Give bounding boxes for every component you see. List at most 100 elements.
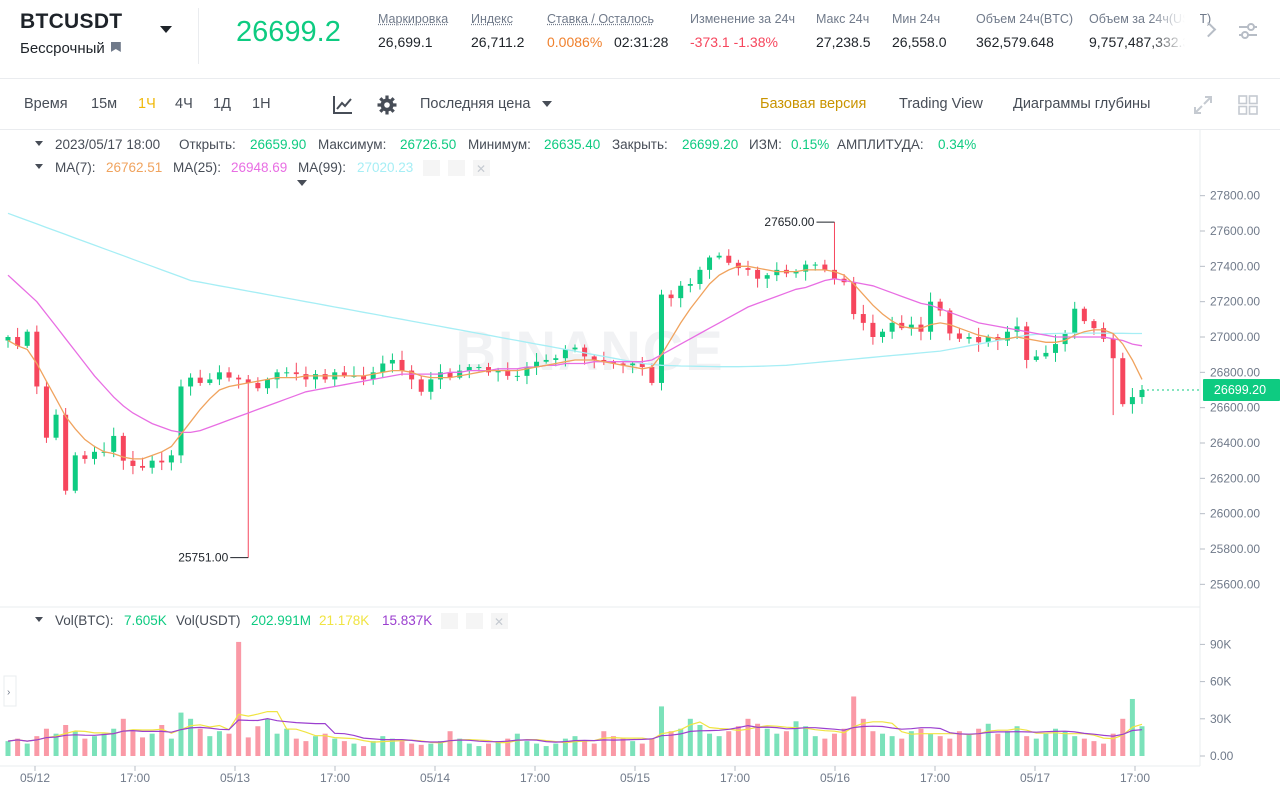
volume-bar <box>43 728 49 756</box>
volume-bar <box>140 737 146 756</box>
interval-4h[interactable]: 4Ч <box>175 96 193 112</box>
volume-bar <box>812 736 818 756</box>
candle-body <box>620 363 626 366</box>
candle-body <box>274 372 280 380</box>
indicator-icon[interactable] <box>333 96 353 114</box>
volume-bar <box>15 738 21 756</box>
volume-bar <box>274 733 280 756</box>
ma25-line <box>7 274 1143 434</box>
chevron-down-icon[interactable] <box>542 101 552 107</box>
layout-grid-icon[interactable] <box>1238 95 1258 115</box>
volume-bar <box>486 743 492 756</box>
price-tick-label: 25800.00 <box>1210 542 1260 556</box>
indicator-settings-icon[interactable] <box>448 160 465 176</box>
candle-body <box>851 282 857 315</box>
candles <box>5 222 1145 558</box>
volume-bar <box>1072 736 1078 756</box>
volume-bar <box>687 718 693 756</box>
volume-bar <box>639 743 645 756</box>
price-tick-label: 26000.00 <box>1210 507 1260 521</box>
candle-body <box>1024 326 1030 360</box>
candle-body <box>956 333 962 339</box>
stat-volume-btc: Объем 24ч(BTC) 362,579.648 <box>976 12 1074 50</box>
volume-bar <box>63 725 69 756</box>
interval-1h[interactable]: 1Ч <box>138 96 156 112</box>
interval-more-icon[interactable] <box>297 180 307 186</box>
candle-body <box>601 359 607 362</box>
symbol-name[interactable]: BTCUSDT <box>20 10 123 33</box>
volume-bar <box>72 731 78 756</box>
interval-15m[interactable]: 15м <box>91 96 118 112</box>
volume-bar <box>610 736 616 756</box>
volume-bar <box>332 738 338 756</box>
volume-bar <box>428 743 434 756</box>
volume-bar <box>985 723 991 756</box>
price-tick-label: 25600.00 <box>1210 577 1260 591</box>
price-annotations: 27650.00 25751.00 <box>178 215 835 565</box>
volume-bar <box>841 728 847 756</box>
candle-body <box>486 367 492 373</box>
settings-sliders-icon[interactable] <box>1238 22 1258 40</box>
volume-bar <box>370 741 376 756</box>
time-tick-label: 05/15 <box>620 771 650 785</box>
collapse-icon[interactable] <box>35 164 43 169</box>
bookmark-icon[interactable] <box>110 42 121 52</box>
time-label[interactable]: Время <box>24 96 68 112</box>
candle-body <box>34 331 40 387</box>
gear-icon[interactable] <box>377 95 397 115</box>
volume-bar <box>1014 726 1020 756</box>
volume-bars <box>5 641 1145 756</box>
volume-bar <box>437 741 443 756</box>
hide-indicator-icon[interactable] <box>441 613 458 629</box>
volume-bar <box>524 741 530 756</box>
candle-body <box>245 379 251 383</box>
interval-1w[interactable]: 1Н <box>252 96 271 112</box>
indicator-settings-icon[interactable] <box>466 613 483 629</box>
view-basic[interactable]: Базовая версия <box>760 96 867 112</box>
candle-body <box>380 363 386 373</box>
svg-text:27020.23: 27020.23 <box>357 160 413 175</box>
volume-bar <box>1139 726 1145 756</box>
volume-bar <box>236 641 242 756</box>
candle-body <box>630 363 636 366</box>
volume-bar <box>101 733 107 756</box>
candle-body <box>658 294 664 383</box>
price-type-select[interactable]: Последняя цена <box>420 96 531 112</box>
candle-body <box>735 262 741 269</box>
candlestick-chart[interactable]: BINANCE 25600.00 25800.00 26000.00 26200.00… <box>0 130 1288 804</box>
view-depth[interactable]: Диаграммы глубины <box>1013 96 1151 112</box>
view-tradingview[interactable]: Trading View <box>899 96 983 112</box>
expand-panel-button[interactable] <box>3 675 17 707</box>
candle-body <box>860 314 866 323</box>
interval-1d[interactable]: 1Д <box>213 96 231 112</box>
volume-bar <box>159 725 165 756</box>
candle-body <box>639 363 645 368</box>
candle-body <box>437 372 443 380</box>
candle-body <box>428 379 434 392</box>
symbol-dropdown-icon[interactable] <box>160 26 172 33</box>
time-tick-label: 17:00 <box>120 771 150 785</box>
volume-bar <box>793 721 799 756</box>
candle-body <box>880 331 886 337</box>
fullscreen-icon[interactable] <box>1193 95 1213 115</box>
volume-bar <box>130 731 136 756</box>
candle-body <box>812 264 818 266</box>
collapse-icon[interactable] <box>35 617 43 622</box>
candle-body <box>399 359 405 371</box>
collapse-icon[interactable] <box>35 141 43 146</box>
volume-bar <box>649 738 655 756</box>
candle-body <box>313 374 319 380</box>
volume-bar <box>1062 731 1068 756</box>
candle-body <box>1043 352 1049 357</box>
volume-bar <box>82 738 88 756</box>
remove-indicator-icon[interactable] <box>491 613 508 629</box>
volume-bar <box>1091 741 1097 756</box>
candle-body <box>1072 308 1078 334</box>
remove-indicator-icon[interactable] <box>473 160 490 176</box>
header-fade <box>1150 0 1200 76</box>
candle-body <box>793 271 799 274</box>
hide-indicator-icon[interactable] <box>423 160 440 176</box>
volume-bar <box>889 736 895 756</box>
volume-bar <box>572 736 578 756</box>
candle-body <box>91 451 97 459</box>
